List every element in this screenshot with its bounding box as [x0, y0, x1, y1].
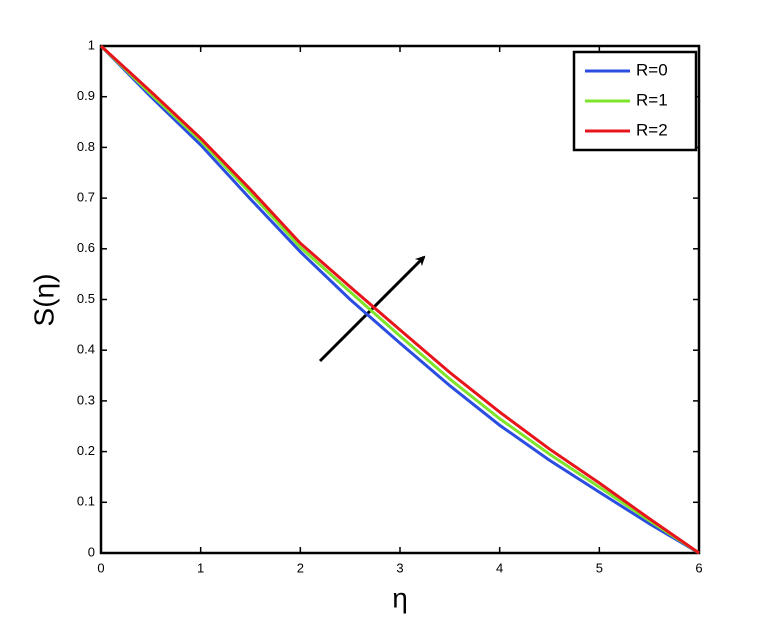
y-tick-label: 0.7 — [77, 190, 95, 205]
data-line — [99, 44, 700, 555]
y-tick-label: 0.2 — [77, 443, 95, 458]
y-tick-label: 0.5 — [77, 291, 95, 306]
x-tick-label: 1 — [197, 560, 204, 575]
y-tick-label: 0.4 — [77, 342, 95, 357]
y-tick-label: 0.6 — [77, 240, 95, 255]
y-tick-label: 0.1 — [77, 494, 95, 509]
trend-arrow — [318, 255, 426, 363]
y-axis-label: S(η) — [28, 274, 59, 327]
x-axis-label: η — [392, 582, 408, 613]
x-tick-label: 2 — [297, 560, 304, 575]
legend-label: R=1 — [636, 90, 668, 109]
y-tick-label: 0.8 — [77, 139, 95, 154]
legend-label: R=0 — [636, 60, 668, 79]
x-tick-label: 5 — [596, 560, 603, 575]
y-tick-label: 0.3 — [77, 392, 95, 407]
x-tick-label: 0 — [97, 560, 104, 575]
y-tick-label: 0 — [88, 544, 95, 559]
data-line — [99, 44, 700, 555]
y-tick-label: 0.9 — [77, 88, 95, 103]
legend-label: R=2 — [636, 120, 668, 139]
y-tick-label: 1 — [88, 37, 95, 52]
x-tick-label: 6 — [695, 560, 702, 575]
x-tick-label: 3 — [396, 560, 403, 575]
data-line — [99, 44, 700, 555]
x-tick-label: 4 — [496, 560, 503, 575]
